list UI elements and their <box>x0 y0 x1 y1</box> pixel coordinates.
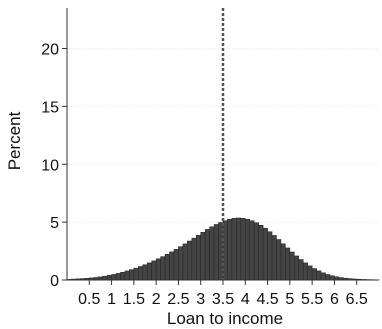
histogram-bar <box>289 251 295 281</box>
histogram-bar <box>307 265 313 281</box>
x-tick-label: 6 <box>330 291 339 308</box>
x-tick-label: 4 <box>241 291 250 308</box>
x-axis-title: Loan to income <box>167 309 283 328</box>
histogram-bar <box>196 234 201 281</box>
histogram-bar <box>231 218 237 281</box>
x-tick-label: 3.5 <box>212 291 234 308</box>
histogram-bars <box>66 217 380 281</box>
histogram-bar <box>209 226 215 281</box>
histogram-bar <box>200 232 206 281</box>
histogram-bar <box>245 218 250 281</box>
histogram-bar <box>298 259 304 281</box>
histogram-bar <box>124 270 130 281</box>
histogram-bar <box>106 275 112 281</box>
histogram-bar <box>236 217 242 281</box>
x-axis-ticks: 0.5 1 1.5 2 2.5 3 3.5 4 4.5 5 5.5 6 6.5 <box>78 280 368 308</box>
x-tick-label: 4.5 <box>256 291 278 308</box>
x-tick-label: 1 <box>107 291 116 308</box>
y-tick-label: 0 <box>50 273 59 290</box>
histogram-bar <box>146 262 152 281</box>
histogram-bar <box>280 243 286 281</box>
histogram-bar <box>262 228 268 281</box>
histogram-bar <box>115 273 121 281</box>
y-tick-label: 20 <box>41 42 59 59</box>
histogram-bar <box>160 256 166 281</box>
histogram-bar <box>133 267 139 281</box>
histogram-bar <box>276 239 282 281</box>
histogram-bar <box>204 229 210 281</box>
histogram-bar <box>267 231 273 281</box>
histogram-bar <box>178 246 184 281</box>
histogram-bar <box>111 274 117 281</box>
histogram-bar <box>155 258 161 281</box>
histogram-bar <box>311 268 317 281</box>
histogram-bar <box>102 275 108 281</box>
y-axis-ticks: 0 5 10 15 20 <box>41 42 67 290</box>
histogram-bar <box>187 240 193 281</box>
x-tick-label: 5.5 <box>301 291 323 308</box>
histogram-bar <box>329 275 335 281</box>
histogram-bar <box>316 270 322 281</box>
histogram-bar <box>285 247 291 281</box>
x-tick-label: 6.5 <box>346 291 368 308</box>
histogram-bar <box>258 225 264 281</box>
histogram-bar <box>218 222 224 281</box>
histogram-bar <box>325 274 331 281</box>
x-tick-label: 3 <box>196 291 205 308</box>
histogram-bar <box>129 269 135 281</box>
y-tick-label: 5 <box>50 215 59 232</box>
histogram-bar <box>151 260 157 281</box>
histogram-bar <box>227 218 233 281</box>
histogram-bar <box>213 224 219 281</box>
x-tick-label: 5 <box>285 291 294 308</box>
histogram-bar <box>164 254 170 281</box>
x-tick-label: 0.5 <box>78 291 100 308</box>
histogram-bar <box>253 222 259 281</box>
histogram-bar <box>182 243 188 281</box>
histogram-bar <box>173 249 179 281</box>
histogram-bar <box>240 218 246 281</box>
histogram-bar <box>271 235 277 281</box>
histogram-bar <box>249 220 255 281</box>
histogram-bar <box>120 271 126 281</box>
x-tick-label: 2 <box>152 291 161 308</box>
histogram-bar <box>320 272 326 281</box>
histogram-bar <box>191 237 197 281</box>
y-tick-label: 10 <box>41 157 59 174</box>
x-tick-label: 1.5 <box>123 291 145 308</box>
histogram-bar <box>302 262 308 281</box>
x-tick-label: 2.5 <box>167 291 189 308</box>
histogram-bar <box>138 266 144 281</box>
y-axis-title: Percent <box>5 111 24 170</box>
histogram-bar <box>294 255 300 281</box>
histogram-bar <box>169 251 175 281</box>
histogram-bar <box>142 264 148 281</box>
y-tick-label: 15 <box>41 99 59 116</box>
